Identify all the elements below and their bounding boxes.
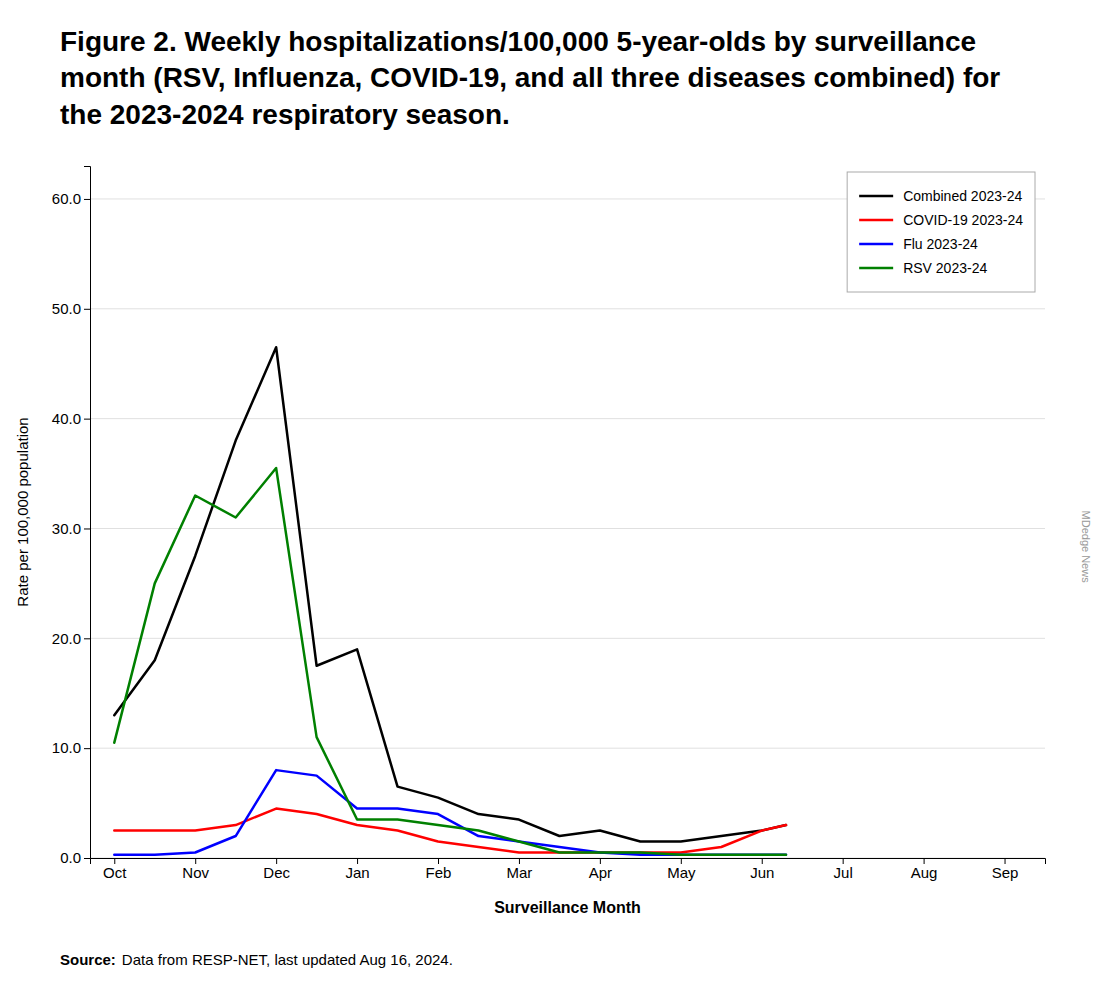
grid bbox=[90, 199, 1045, 858]
legend: Combined 2023-24 COVID-19 2023-24 Flu 2023… bbox=[847, 172, 1035, 292]
y-tick-label: 0.0 bbox=[60, 849, 81, 866]
y-tick: 50.0 bbox=[52, 300, 90, 317]
x-tick: Sep bbox=[992, 858, 1019, 881]
source-note: Source: Data from RESP-NET, last updated … bbox=[60, 951, 453, 968]
legend-item: Combined 2023-24 bbox=[859, 188, 1022, 204]
y-tick-mark bbox=[84, 199, 90, 200]
y-tick-label: 60.0 bbox=[52, 190, 81, 207]
grid-line bbox=[90, 638, 1045, 639]
legend-box bbox=[847, 172, 1035, 292]
x-tick: Apr bbox=[589, 858, 612, 881]
x-axis-title: Surveillance Month bbox=[494, 899, 641, 916]
y-tick: 10.0 bbox=[52, 739, 90, 756]
x-tick: Feb bbox=[426, 858, 452, 881]
x-tick-label: Nov bbox=[182, 864, 209, 881]
series-line bbox=[114, 468, 786, 855]
legend-item: Flu 2023-24 bbox=[859, 236, 978, 252]
y-tick-mark bbox=[84, 638, 90, 639]
x-tick: Jan bbox=[345, 858, 369, 881]
x-tick-label: Jun bbox=[750, 864, 774, 881]
lines bbox=[114, 347, 786, 854]
legend-swatch bbox=[859, 195, 893, 198]
y-tick-label: 50.0 bbox=[52, 300, 81, 317]
x-tick: Dec bbox=[263, 858, 290, 881]
x-tick-label: Aug bbox=[911, 864, 938, 881]
x-tick-label: Apr bbox=[589, 864, 612, 881]
series-line bbox=[114, 770, 786, 855]
y-axis-line bbox=[84, 167, 91, 859]
y-tick: 40.0 bbox=[52, 410, 90, 427]
grid-line bbox=[90, 528, 1045, 529]
x-tick: Mar bbox=[507, 858, 533, 881]
x-tick: Jun bbox=[750, 858, 774, 881]
y-tick: 20.0 bbox=[52, 630, 90, 647]
x-tick-label: Sep bbox=[992, 864, 1019, 881]
legend-swatch bbox=[859, 243, 893, 246]
plot-area: Oct Nov Dec Jan Feb Mar Apr May Jun Jul Aug Sep 0.0 1… bbox=[14, 167, 1046, 917]
x-tick-label: Oct bbox=[103, 864, 127, 881]
legend-label: Combined 2023-24 bbox=[903, 188, 1022, 204]
y-tick-mark bbox=[84, 419, 90, 420]
y-tick-mark bbox=[84, 309, 90, 310]
y-tick-mark bbox=[84, 858, 90, 859]
legend-label: RSV 2023-24 bbox=[903, 260, 987, 276]
legend-swatch bbox=[859, 267, 893, 270]
y-tick: 0.0 bbox=[60, 849, 90, 866]
x-tick: Aug bbox=[911, 858, 938, 881]
x-tick: Oct bbox=[103, 858, 127, 881]
x-tick-label: Jan bbox=[345, 864, 369, 881]
y-tick: 30.0 bbox=[52, 520, 90, 537]
grid-line bbox=[90, 748, 1045, 749]
series-line bbox=[114, 347, 786, 841]
y-axis-title: Rate per 100,000 population bbox=[14, 417, 31, 606]
source-label: Source: bbox=[60, 951, 116, 968]
y-axis: 0.0 10.0 20.0 30.0 40.0 50.0 60.0 bbox=[52, 167, 91, 867]
grid-line bbox=[90, 308, 1045, 309]
x-tick: May bbox=[667, 858, 696, 881]
y-tick-label: 20.0 bbox=[52, 630, 81, 647]
x-tick-label: Feb bbox=[426, 864, 452, 881]
source-text: Data from RESP-NET, last updated Aug 16,… bbox=[122, 951, 453, 968]
chart-title: Figure 2. Weekly hospitalizations/100,00… bbox=[60, 24, 1040, 133]
x-tick-label: Jul bbox=[834, 864, 853, 881]
chart-svg: Oct Nov Dec Jan Feb Mar Apr May Jun Jul Aug Sep 0.0 1… bbox=[0, 154, 1100, 930]
y-tick-label: 40.0 bbox=[52, 410, 81, 427]
legend-swatch bbox=[859, 219, 893, 222]
y-tick-label: 30.0 bbox=[52, 520, 81, 537]
y-tick-mark bbox=[84, 528, 90, 529]
y-tick-label: 10.0 bbox=[52, 739, 81, 756]
x-tick-label: Dec bbox=[263, 864, 290, 881]
legend-item: COVID-19 2023-24 bbox=[859, 212, 1023, 228]
grid-line bbox=[90, 418, 1045, 419]
watermark: MDedge News bbox=[1080, 511, 1092, 584]
x-axis-line bbox=[91, 859, 1046, 865]
legend-label: Flu 2023-24 bbox=[903, 236, 978, 252]
x-tick-label: Mar bbox=[507, 864, 533, 881]
series-line bbox=[114, 809, 786, 853]
x-tick: Nov bbox=[182, 858, 209, 881]
y-tick-mark bbox=[84, 748, 90, 749]
x-axis: Oct Nov Dec Jan Feb Mar Apr May Jun Jul Aug Sep bbox=[91, 858, 1046, 881]
x-tick: Jul bbox=[834, 858, 853, 881]
legend-item: RSV 2023-24 bbox=[859, 260, 987, 276]
y-tick: 60.0 bbox=[52, 190, 90, 207]
legend-label: COVID-19 2023-24 bbox=[903, 212, 1023, 228]
x-tick-label: May bbox=[667, 864, 696, 881]
